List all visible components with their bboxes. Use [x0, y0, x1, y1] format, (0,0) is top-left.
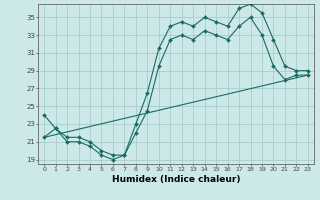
- X-axis label: Humidex (Indice chaleur): Humidex (Indice chaleur): [112, 175, 240, 184]
